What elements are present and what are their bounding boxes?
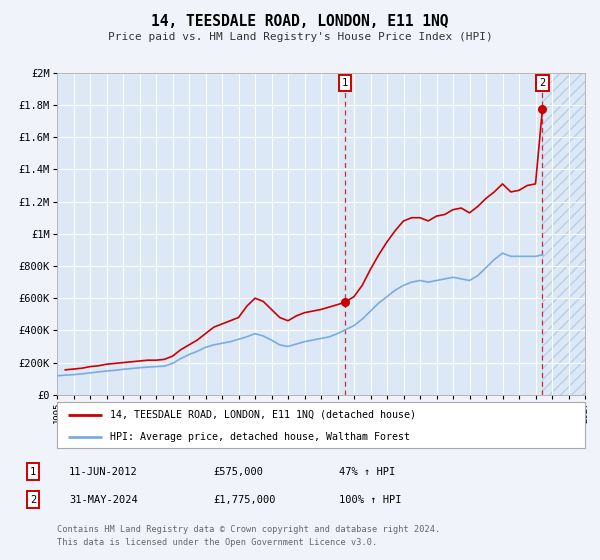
Text: 2: 2 bbox=[30, 494, 36, 505]
Text: 100% ↑ HPI: 100% ↑ HPI bbox=[339, 494, 401, 505]
Text: 11-JUN-2012: 11-JUN-2012 bbox=[69, 466, 138, 477]
Text: £575,000: £575,000 bbox=[213, 466, 263, 477]
Text: 1: 1 bbox=[342, 78, 348, 87]
Text: 31-MAY-2024: 31-MAY-2024 bbox=[69, 494, 138, 505]
Text: Price paid vs. HM Land Registry's House Price Index (HPI): Price paid vs. HM Land Registry's House … bbox=[107, 32, 493, 43]
Text: 2: 2 bbox=[539, 78, 545, 87]
Text: 14, TEESDALE ROAD, LONDON, E11 1NQ: 14, TEESDALE ROAD, LONDON, E11 1NQ bbox=[151, 14, 449, 29]
Text: £1,775,000: £1,775,000 bbox=[213, 494, 275, 505]
Text: 14, TEESDALE ROAD, LONDON, E11 1NQ (detached house): 14, TEESDALE ROAD, LONDON, E11 1NQ (deta… bbox=[110, 410, 416, 420]
Text: 47% ↑ HPI: 47% ↑ HPI bbox=[339, 466, 395, 477]
Text: Contains HM Land Registry data © Crown copyright and database right 2024.
This d: Contains HM Land Registry data © Crown c… bbox=[57, 525, 440, 547]
Bar bbox=[542, 73, 585, 395]
Text: 1: 1 bbox=[30, 466, 36, 477]
Text: HPI: Average price, detached house, Waltham Forest: HPI: Average price, detached house, Walt… bbox=[110, 432, 410, 441]
